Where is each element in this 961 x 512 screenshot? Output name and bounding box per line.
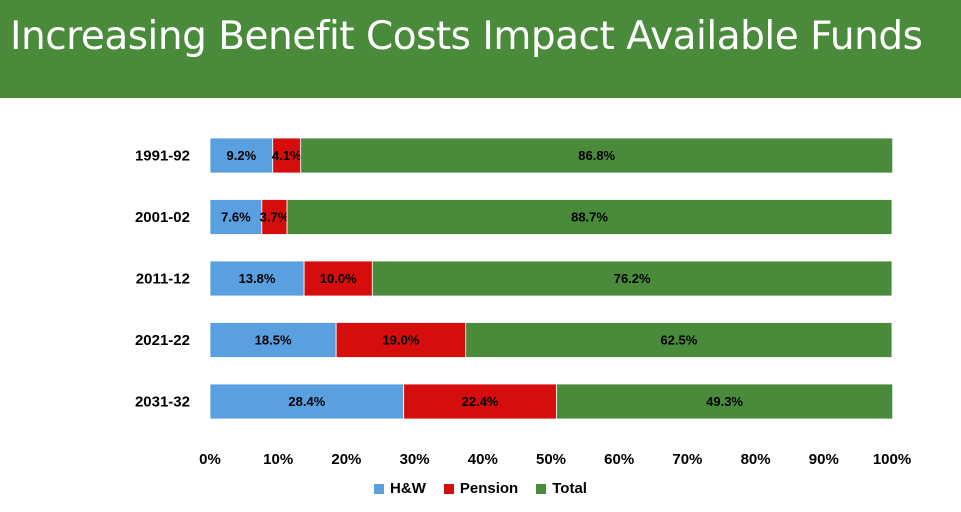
bar-segment-hw — [209, 260, 305, 297]
y-tick-label: 1991-92 — [135, 148, 190, 165]
bar-segment-hw — [209, 322, 337, 358]
x-tick-label: 100% — [873, 451, 911, 468]
legend-label-total: Total — [552, 480, 587, 497]
legend-swatch-total — [536, 483, 547, 494]
bar-segment-hw — [209, 199, 263, 235]
legend-swatch-hw — [374, 483, 385, 494]
data-label-hw: 18.5% — [255, 333, 292, 348]
data-label-pension: 19.0% — [383, 333, 420, 348]
data-label-hw: 9.2% — [227, 148, 257, 163]
bar-segment-total — [300, 137, 894, 174]
data-label-hw: 7.6% — [221, 210, 251, 225]
legend-item-hw: H&W — [374, 480, 426, 497]
y-tick-label: 2021-22 — [135, 332, 190, 349]
legend-label-pension: Pension — [459, 480, 519, 497]
x-tick-label: 80% — [741, 451, 771, 468]
x-tick-label: 70% — [672, 451, 702, 468]
x-tick-label: 0% — [199, 451, 221, 468]
data-label-total: 86.8% — [578, 148, 615, 163]
x-tick-label: 10% — [263, 451, 293, 468]
data-label-total: 76.2% — [614, 271, 651, 286]
legend-swatch-pension — [443, 483, 454, 494]
data-label-pension: 10.0% — [320, 271, 357, 286]
page-title: Increasing Benefit Costs Impact Availabl… — [10, 14, 923, 59]
legend-label-hw: H&W — [390, 480, 426, 497]
x-tick-label: 90% — [809, 451, 839, 468]
data-label-total: 49.3% — [706, 394, 743, 409]
data-label-pension: 3.7% — [260, 210, 290, 225]
x-tick-label: 60% — [604, 451, 634, 468]
bar-segment-total — [556, 383, 894, 420]
x-tick-label: 40% — [468, 451, 498, 468]
legend-item-total: Total — [536, 480, 587, 497]
legend-item-pension: Pension — [443, 480, 519, 497]
y-tick-label: 2031-32 — [135, 394, 190, 411]
data-label-total: 62.5% — [660, 333, 697, 348]
y-tick-label: 2001-02 — [135, 209, 190, 226]
bar-segment-pension — [335, 322, 467, 358]
data-label-pension: 22.4% — [462, 394, 499, 409]
bar-segment-total — [465, 322, 893, 358]
x-tick-label: 20% — [331, 451, 361, 468]
bar-segment-total — [371, 260, 893, 297]
data-label-hw: 13.8% — [239, 271, 276, 286]
bar-segment-total — [286, 199, 893, 235]
data-label-total: 88.7% — [571, 210, 608, 225]
data-label-hw: 28.4% — [288, 394, 325, 409]
y-tick-label: 2011-12 — [136, 271, 190, 288]
chart-legend: H&W Pension Total — [0, 480, 961, 497]
x-tick-label: 50% — [536, 451, 566, 468]
data-label-pension: 4.1% — [272, 148, 302, 163]
bar-segment-pension — [261, 199, 288, 235]
bar-segment-hw — [209, 383, 405, 420]
bar-segment-hw — [209, 137, 274, 174]
title-banner: Increasing Benefit Costs Impact Availabl… — [0, 0, 961, 98]
x-tick-label: 30% — [400, 451, 430, 468]
bar-segment-pension — [403, 383, 557, 420]
bar-segment-pension — [303, 260, 373, 297]
